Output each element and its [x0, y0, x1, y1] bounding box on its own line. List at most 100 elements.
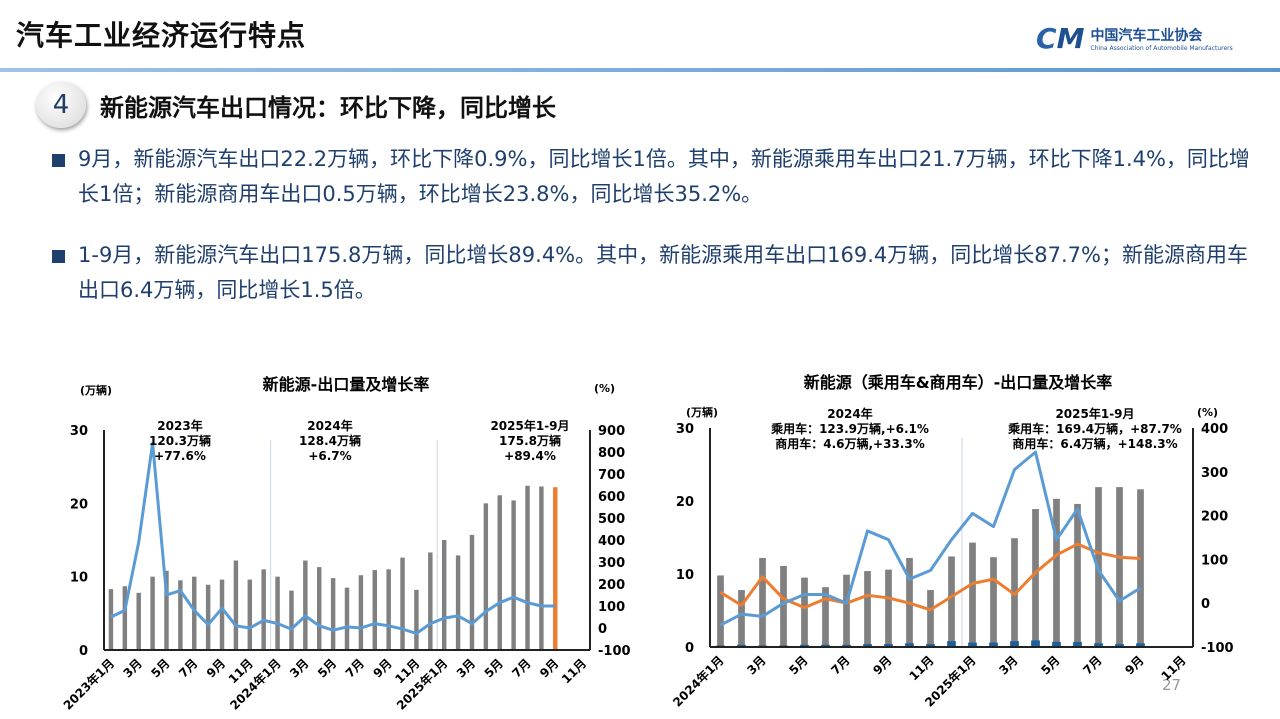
y2-tick-label: 200 [1201, 510, 1228, 525]
y2-tick-label: 800 [598, 446, 625, 461]
x-tick-label: 3月 [287, 656, 311, 680]
x-tick-label: 11月 [559, 656, 589, 686]
x-tick-label: 11月 [1158, 653, 1188, 683]
y-tick-label: 10 [70, 571, 88, 586]
bullet-square-icon [52, 250, 65, 263]
bullet-1: 9月，新能源汽车出口22.2万辆，环比下降0.9%，同比增长1倍。其中，新能源乘… [52, 142, 1252, 212]
bar [178, 580, 183, 650]
x-tick-label: 3月 [454, 656, 478, 680]
bar [864, 571, 871, 647]
bar [927, 590, 934, 647]
bar [483, 503, 489, 650]
annotation: 128.4万辆 [299, 433, 361, 448]
y-tick-label: 30 [676, 422, 694, 437]
y2-tick-label: 300 [598, 556, 625, 571]
section-title: 新能源汽车出口情况：环比下降，同比增长 [100, 93, 556, 122]
logo-cn: 中国汽车工业协会 [1090, 28, 1203, 44]
y2-tick-label: -100 [598, 644, 631, 659]
bar [737, 644, 746, 647]
y2-tick-label: 0 [1201, 597, 1210, 612]
annotation: 2024年 [827, 406, 872, 421]
bar [358, 575, 364, 650]
page-title: 汽车工业经济运行特点 [16, 19, 307, 52]
bar [1052, 641, 1061, 647]
y2-tick-label: 0 [598, 622, 607, 637]
annotation: 175.8万辆 [499, 433, 561, 448]
annotation: 商用车：6.4万辆，+148.3% [1012, 436, 1177, 451]
bar [989, 642, 998, 647]
y-tick-label: 30 [70, 424, 88, 439]
x-tick-label: 7月 [1080, 653, 1104, 677]
bar [344, 587, 350, 650]
y2-tick-label: 400 [1201, 422, 1228, 437]
y2-axis-label: (%) [594, 382, 615, 395]
x-tick-label: 3月 [996, 653, 1020, 677]
x-tick-label: 2023年1月 [60, 656, 117, 713]
bar [969, 542, 976, 647]
annotation: +6.7% [308, 449, 351, 463]
x-tick-label: 3月 [121, 656, 145, 680]
annotation: 2025年1-9月 [1055, 406, 1134, 421]
bar [968, 642, 977, 647]
x-tick-label: 11月 [906, 653, 936, 683]
annotation: +77.6% [154, 449, 206, 463]
bar [884, 644, 893, 647]
bar [1032, 509, 1039, 647]
bar [122, 586, 128, 650]
bar [1010, 641, 1019, 647]
y2-tick-label: 300 [1201, 466, 1228, 481]
bar [247, 579, 253, 650]
chart-title: 新能源-出口量及增长率 [263, 375, 430, 394]
section-header: 4 新能源汽车出口情况：环比下降，同比增长 [36, 82, 556, 128]
y2-tick-label: 700 [598, 468, 625, 483]
bar [1094, 643, 1103, 647]
bar [1137, 489, 1144, 647]
x-tick-label: 9月 [870, 653, 894, 677]
annotation: 2023年 [157, 418, 202, 433]
bar [275, 576, 280, 650]
cam-logo-icon: CM [1036, 22, 1085, 55]
bar [428, 552, 433, 650]
bar [863, 644, 872, 647]
bullet-2: 1-9月，新能源汽车出口175.8万辆，同比增长89.4%。其中，新能源乘用车出… [52, 238, 1252, 308]
y2-tick-label: -100 [1201, 641, 1234, 656]
annotation: 乘用车：123.9万辆,+6.1% [770, 421, 929, 436]
bar [759, 557, 766, 647]
y2-tick-label: 600 [598, 490, 625, 505]
bar [539, 486, 544, 650]
y2-axis-label: (%) [1197, 406, 1218, 419]
x-tick-label: 7月 [343, 656, 367, 680]
x-tick-label: 5月 [482, 656, 506, 680]
bar [219, 579, 225, 650]
bar [205, 584, 211, 650]
bullet-text: 1-9月，新能源汽车出口175.8万辆，同比增长89.4%。其中，新能源乘用车出… [78, 243, 1248, 302]
bar [469, 534, 475, 650]
bar [1115, 644, 1124, 647]
y-tick-label: 20 [70, 497, 88, 512]
y2-tick-label: 400 [598, 534, 625, 549]
bar [386, 569, 391, 650]
bar [990, 557, 997, 647]
bar [926, 644, 935, 647]
bar [108, 589, 114, 650]
bar [497, 495, 502, 650]
annotation: 乘用车：169.4万辆，+87.7% [1007, 421, 1182, 436]
x-tick-label: 9月 [370, 656, 394, 680]
annotation: 2024年 [307, 418, 352, 433]
x-tick-label: 5月 [786, 653, 810, 677]
bar [261, 569, 266, 650]
bar [1073, 641, 1082, 647]
logo-en: China Association of Automobile Manufact… [1090, 45, 1233, 52]
bar [511, 500, 516, 650]
bar [150, 576, 155, 650]
x-tick-label: 7月 [828, 653, 852, 677]
y-tick-label: 0 [79, 644, 88, 659]
x-tick-label: 9月 [537, 656, 561, 680]
y2-tick-label: 100 [1201, 553, 1228, 568]
bar [164, 570, 169, 650]
bar [1136, 643, 1145, 647]
bar [842, 644, 851, 647]
bar [441, 540, 447, 650]
bar [372, 570, 377, 650]
